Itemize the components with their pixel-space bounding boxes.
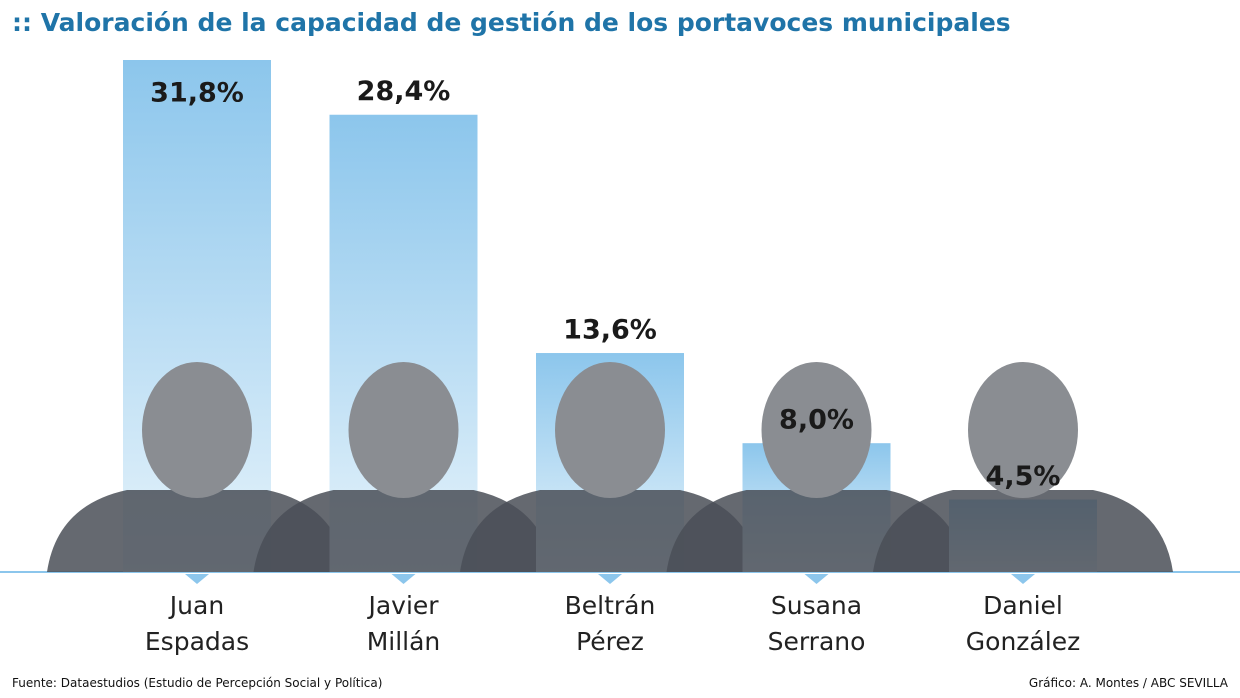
- portrait-head: [348, 362, 459, 498]
- pointer: [1011, 574, 1035, 584]
- value-label: 31,8%: [150, 78, 244, 109]
- category-label: Beltrán Pérez: [564, 591, 656, 656]
- category-label: Juan Espadas: [144, 591, 250, 656]
- portrait-shoulders: [873, 490, 1173, 572]
- value-label: 8,0%: [779, 405, 854, 436]
- pointer: [804, 574, 829, 584]
- pointer: [391, 574, 416, 584]
- portrait-head: [761, 362, 872, 498]
- portrait-head: [555, 362, 665, 498]
- portrait-head: [968, 362, 1078, 498]
- category-label: Daniel González: [965, 591, 1081, 656]
- value-label: 13,6%: [563, 315, 657, 346]
- pointer: [185, 574, 209, 584]
- source: Fuente: Dataestudios (Estudio de Percepc…: [12, 676, 383, 690]
- credit: Gráfico: A. Montes / ABC SEVILLA: [1028, 676, 1228, 690]
- value-label: 4,5%: [986, 461, 1061, 492]
- portrait-head: [142, 362, 252, 498]
- chart-title: :: Valoración de la capacidad de gestión…: [12, 8, 1011, 37]
- category-label: Susana Serrano: [767, 591, 866, 656]
- value-label: 28,4%: [357, 76, 451, 107]
- category-label: Javier Millán: [366, 591, 441, 656]
- pointer: [598, 574, 622, 584]
